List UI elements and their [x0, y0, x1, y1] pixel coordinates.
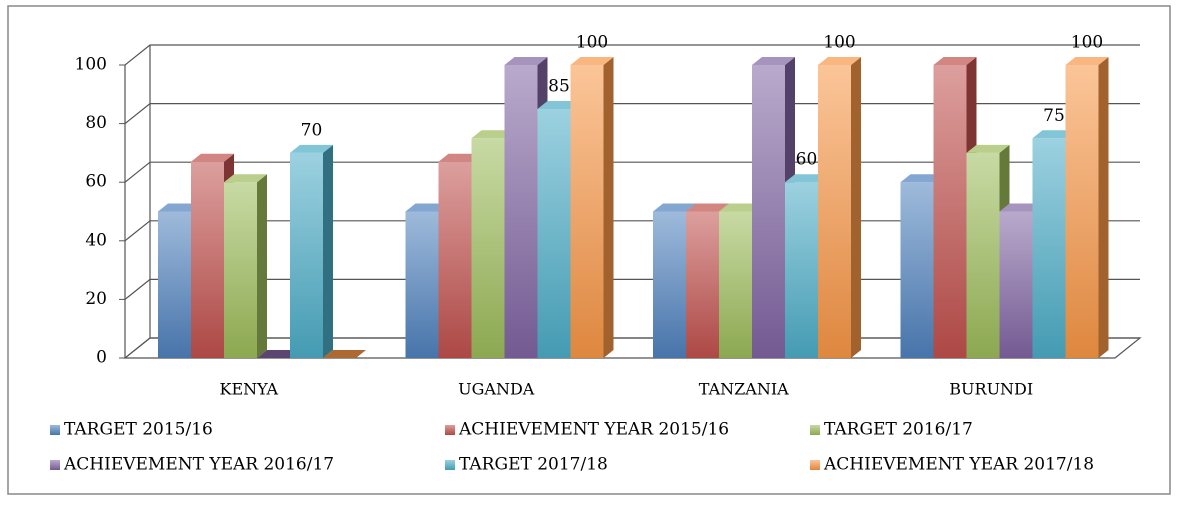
bar-top: [719, 203, 762, 212]
bar-top: [653, 203, 696, 212]
bar-top: [471, 130, 515, 139]
bar-side: [851, 57, 861, 358]
legend-swatch: [445, 460, 455, 470]
bar-front: [537, 108, 571, 358]
bar-top: [323, 350, 366, 358]
bar-front: [1065, 65, 1099, 358]
bar-side: [1098, 57, 1109, 358]
y-tick-label: 100: [75, 55, 107, 75]
bar-front: [1032, 138, 1066, 358]
x-tick-label: KENYA: [219, 380, 278, 399]
bar-front: [933, 65, 967, 358]
value-label: 60: [796, 150, 818, 170]
bar-top: [257, 350, 300, 358]
bar-top: [752, 57, 795, 65]
legend-label: ACHIEVEMENT YEAR 2015/16: [458, 420, 729, 440]
bar: [570, 57, 614, 358]
y-tick-label: 60: [85, 172, 107, 192]
y-tick-label: 20: [85, 289, 107, 309]
bar-front: [719, 211, 752, 358]
bar-front: [405, 211, 439, 358]
bar-front: [653, 211, 686, 358]
bar-front: [570, 65, 604, 358]
bar-top: [818, 57, 861, 65]
legend-swatch: [810, 460, 820, 470]
bar-top: [191, 153, 234, 162]
bar: [752, 57, 795, 358]
bar-top: [158, 203, 201, 212]
legend-label: TARGET 2016/17: [824, 420, 973, 440]
bar-top: [1065, 57, 1109, 65]
legend-label: ACHIEVEMENT YEAR 2017/18: [823, 455, 1094, 475]
bar-top: [785, 174, 828, 183]
bar-top: [966, 144, 1010, 153]
bar-front: [438, 161, 472, 358]
bar-top: [570, 57, 614, 65]
bar-top: [224, 174, 267, 183]
bar-front: [900, 182, 934, 358]
grid-line: [124, 161, 1140, 183]
x-tick-label: UGANDA: [458, 380, 535, 399]
bar-front: [818, 65, 851, 358]
bar-front: [471, 138, 505, 358]
bar: [290, 144, 333, 358]
bar: [818, 57, 861, 358]
bar-top: [537, 100, 581, 109]
bar: [933, 57, 977, 358]
bar-top: [900, 174, 944, 183]
bar-front: [191, 161, 224, 358]
bar-side: [257, 174, 267, 358]
legend-label: ACHIEVEMENT YEAR 2016/17: [63, 455, 334, 475]
x-tick-label: BURUNDI: [949, 380, 1033, 399]
bar-top: [504, 57, 548, 65]
bar-front: [158, 211, 191, 358]
bar-top: [686, 203, 729, 212]
bar-top: [290, 144, 333, 153]
bar-top: [999, 203, 1043, 212]
bar: [1065, 57, 1109, 358]
bar-side: [603, 57, 614, 358]
bar: [224, 174, 267, 358]
bar-front: [290, 152, 323, 358]
bar-top: [438, 153, 482, 162]
bar-front: [785, 182, 818, 358]
bar: [323, 350, 366, 358]
y-tick-label: 0: [96, 348, 107, 368]
value-label: 70: [301, 120, 323, 140]
y-tick-label: 80: [85, 113, 107, 133]
legend-swatch: [50, 460, 60, 470]
bar-front: [504, 65, 538, 358]
value-label: 100: [576, 33, 608, 53]
legend-swatch: [810, 425, 820, 435]
bar-top: [1032, 130, 1076, 139]
legend-swatch: [50, 425, 60, 435]
bar-top: [933, 57, 977, 65]
legend-label: TARGET 2017/18: [459, 455, 608, 475]
bar-front: [224, 182, 257, 358]
value-label: 100: [1071, 33, 1103, 53]
y-tick-label: 40: [85, 230, 107, 250]
grid-line: [124, 102, 1140, 125]
value-label: 85: [548, 76, 570, 96]
bar-front: [686, 211, 719, 358]
bar-top: [405, 203, 449, 212]
bar-front: [966, 152, 1000, 358]
legend-label: TARGET 2015/16: [64, 420, 213, 440]
bar-front: [999, 211, 1033, 358]
bar-side: [323, 144, 333, 358]
legend-swatch: [445, 425, 455, 435]
bar: [257, 350, 300, 358]
x-tick-label: TANZANIA: [699, 380, 789, 399]
bar-front: [752, 65, 785, 358]
value-label: 75: [1043, 106, 1065, 126]
value-label: 100: [823, 33, 855, 53]
grid-line: [124, 44, 1140, 66]
